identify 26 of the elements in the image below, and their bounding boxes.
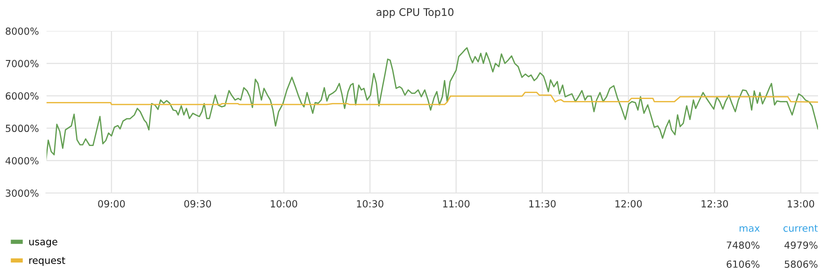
- y-tick-label: 8000%: [6, 27, 39, 35]
- y-tick-label: 7000%: [6, 60, 39, 68]
- x-tick-label: 13:00: [788, 200, 814, 208]
- legend-label: request: [29, 257, 66, 266]
- line-series: [46, 92, 818, 106]
- x-tick-label: 11:00: [443, 200, 470, 208]
- text: 6106%: [726, 260, 760, 268]
- chart-title: app CPU Top10: [376, 8, 454, 18]
- legend-label: usage: [29, 240, 58, 248]
- y-tick-label: 6000%: [6, 92, 39, 100]
- line-series: [46, 47, 818, 161]
- x-tick-label: 12:00: [616, 200, 642, 208]
- y-tick-label: 3000%: [6, 189, 39, 197]
- x-tick-label: 09:00: [98, 200, 125, 208]
- text: current: [783, 224, 818, 232]
- x-tick-label: 10:30: [357, 200, 384, 208]
- x-tick-label: 12:30: [702, 200, 728, 208]
- x-tick-label: 11:30: [529, 200, 556, 208]
- text: 7480%: [726, 241, 760, 249]
- y-tick-label: 4000%: [6, 157, 39, 164]
- x-tick-label: 10:00: [270, 200, 298, 208]
- text: 4979%: [784, 241, 818, 249]
- y-tick-label: 5000%: [6, 124, 39, 132]
- text: max: [740, 226, 760, 232]
- x-tick-label: 09:30: [184, 200, 212, 208]
- text: 5806%: [784, 260, 818, 268]
